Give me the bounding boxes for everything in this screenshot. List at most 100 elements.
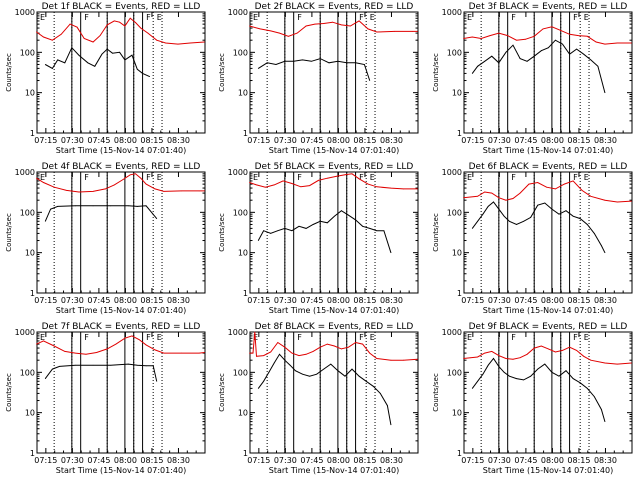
interval-marker-label: E [467,13,472,22]
events-data-point [316,373,318,375]
lld-data-point [417,188,418,190]
events-data-point [110,205,112,207]
lld-data-point [181,352,182,354]
x-tick-label: 07:30 [61,136,84,145]
lld-data-point [417,31,418,32]
lld-data-point [631,362,632,364]
lld-data-point [296,32,298,34]
events-data-point [590,59,592,61]
interval-marker-label: E [157,333,162,342]
lld-series-line [249,20,418,37]
x-axis-label: Start Time (15-Nov-14 07:01:40) [56,146,186,155]
events-data-point [291,230,293,232]
lld-data-point [604,362,606,364]
lld-data-point [140,27,142,29]
lld-data-point [576,349,578,351]
x-tick-label: 07:15 [34,296,57,305]
lld-data-point [526,353,528,355]
lld-data-point [484,191,486,193]
lld-data-point [298,355,300,356]
x-tick-label: 07:45 [514,296,537,305]
events-data-point [92,205,94,207]
events-data-point [601,409,602,410]
events-data-point [149,76,151,78]
y-tick-label: 10 [452,249,462,258]
chart-title: Det 4f BLACK = Events, RED = LLD [42,162,201,172]
events-data-point [565,210,567,212]
x-axis-label: Start Time (15-Nov-14 07:01:40) [269,146,399,155]
events-data-point [337,370,339,372]
events-data-point [369,227,371,229]
y-axis-label: Counts/sec [5,373,13,412]
events-data-point [519,58,521,59]
events-series-line [258,58,371,81]
events-data-point [124,59,126,61]
events-data-point [50,208,52,210]
lld-data-point [390,359,392,361]
events-data-point [74,364,76,366]
lld-data-point [74,352,76,354]
chart-title: Det 6f BLACK = Events, RED = LLD [469,162,628,172]
x-tick-label: 08:00 [327,296,350,305]
y-tick-label: 10 [238,249,248,258]
events-data-point [544,202,546,204]
interval-marker-label: F [573,173,578,182]
lld-data-point [140,177,142,179]
events-data-point [110,364,112,366]
lld-data-point [583,355,585,357]
chart-title: Det 8f BLACK = Events, RED = LLD [255,322,414,332]
events-data-point [540,50,542,52]
lld-data-point [505,199,507,201]
lld-data-point [53,345,55,347]
lld-data-point [204,352,205,353]
lld-data-point [463,38,464,39]
lld-data-point [528,183,530,185]
y-tick-label: 1000 [15,168,35,177]
lld-data-point [135,22,136,23]
lld-data-point [542,28,544,30]
lld-data-point [318,179,319,181]
events-data-point [257,387,259,389]
events-data-point [503,371,505,373]
events-series-line [44,363,158,382]
lld-data-point [498,32,500,34]
lld-data-point [181,190,182,192]
events-data-point [289,364,291,366]
events-data-point [302,59,303,61]
lld-data-point [631,42,632,44]
lld-series-line [249,173,418,190]
lld-data-point [590,359,592,361]
events-series-line [257,210,392,253]
lld-data-point [560,29,562,31]
lld-series-line [463,180,632,203]
lld-series-line [36,173,205,193]
lld-data-point [547,348,549,350]
y-tick-label: 1 [243,129,248,138]
events-data-point [275,64,277,65]
events-data-point [326,222,328,224]
lld-data-point [92,191,94,192]
lld-data-point [254,331,256,333]
lld-data-point [249,352,250,354]
lld-data-point [341,348,342,350]
lld-series-line [463,345,632,365]
x-tick-label: 08:00 [541,456,564,465]
lld-data-point [252,352,254,354]
events-data-point [498,208,500,210]
lld-data-point [147,32,149,34]
y-tick-label: 1000 [228,168,248,177]
interval-marker-label: E [157,13,162,22]
events-data-point [128,363,129,365]
lld-data-point [463,358,464,359]
lld-data-point [163,352,165,354]
y-tick-label: 100 [233,208,248,217]
x-axis-label: Start Time (15-Nov-14 07:01:40) [269,466,399,475]
x-tick-label: 08:30 [167,296,190,305]
x-tick-label: 08:15 [567,456,590,465]
lld-data-point [154,188,156,190]
events-data-point [257,240,259,241]
y-tick-label: 1 [457,129,462,138]
y-tick-label: 10 [25,89,35,98]
events-series-line [471,39,606,93]
lld-data-point [349,25,351,27]
